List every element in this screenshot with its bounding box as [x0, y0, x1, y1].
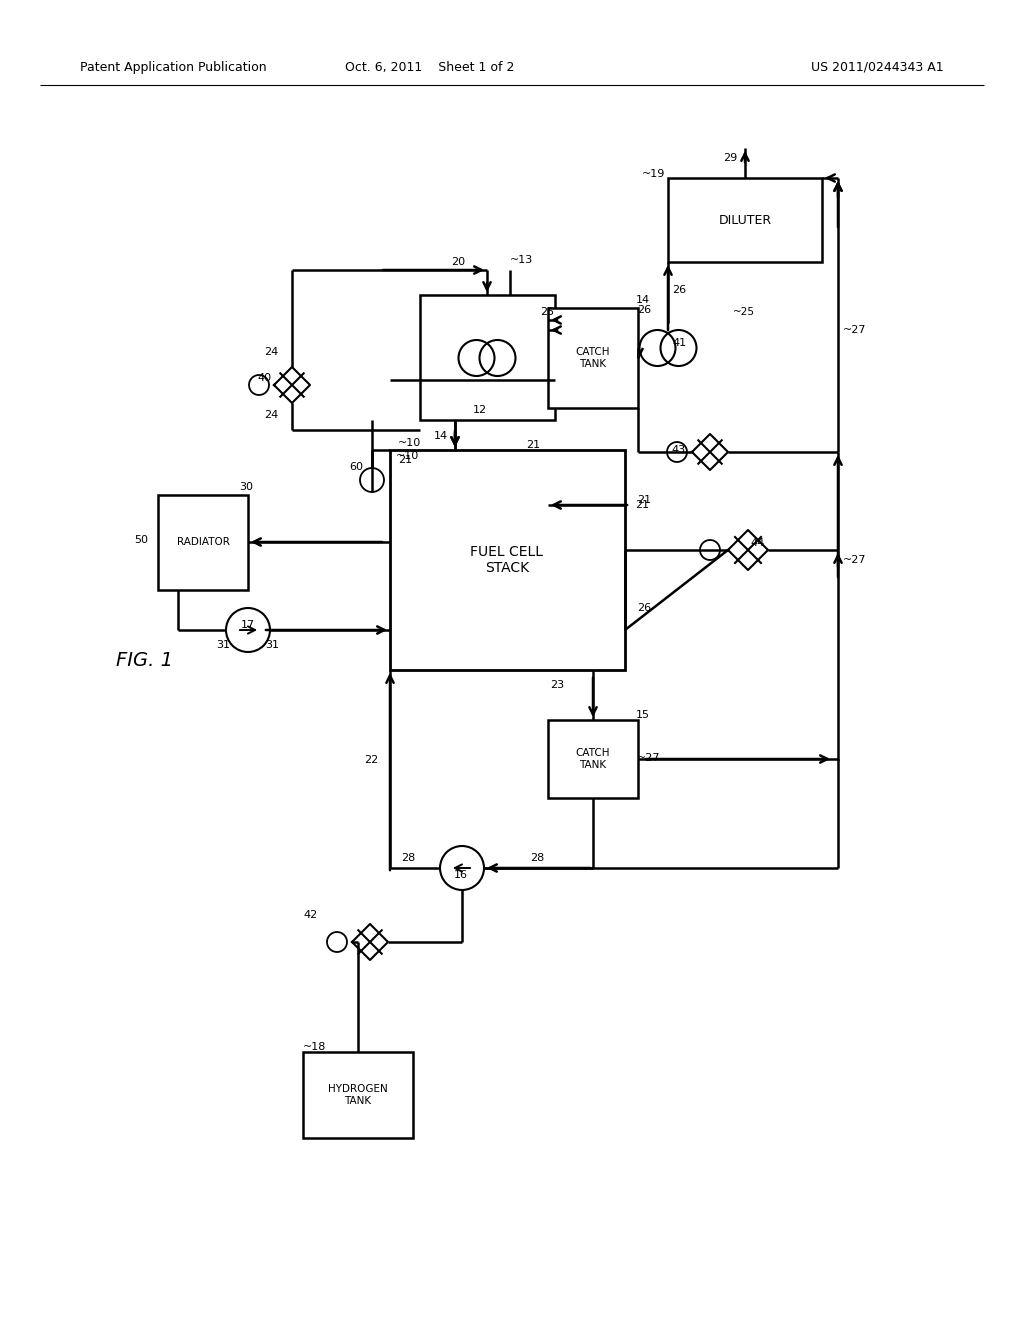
Text: 21: 21: [637, 495, 651, 506]
Text: 26: 26: [637, 603, 651, 612]
Text: ~27: ~27: [843, 325, 866, 335]
Text: 30: 30: [239, 482, 253, 492]
Text: ~27: ~27: [637, 752, 660, 763]
Text: HYDROGEN
TANK: HYDROGEN TANK: [328, 1084, 388, 1106]
Bar: [420, 294, 555, 420]
Text: 44: 44: [750, 539, 764, 548]
Text: CATCH
TANK: CATCH TANK: [575, 347, 610, 368]
Text: 25: 25: [540, 308, 554, 317]
Text: 40: 40: [258, 374, 272, 383]
Text: ~19: ~19: [642, 169, 665, 180]
Text: 16: 16: [454, 870, 468, 880]
Bar: [303, 1052, 413, 1138]
Text: 41: 41: [672, 338, 686, 348]
Text: 21: 21: [635, 500, 649, 510]
Text: 21: 21: [398, 455, 412, 465]
Text: 26: 26: [637, 305, 651, 315]
Bar: [548, 719, 638, 799]
Text: 24: 24: [264, 411, 278, 420]
Text: ~27: ~27: [843, 554, 866, 565]
Text: FUEL CELL
STACK: FUEL CELL STACK: [470, 545, 544, 576]
Text: 20: 20: [451, 257, 465, 267]
Bar: [668, 178, 822, 261]
Text: 29: 29: [723, 153, 737, 162]
Bar: [548, 308, 638, 408]
Text: RADIATOR: RADIATOR: [176, 537, 229, 546]
Text: 22: 22: [364, 755, 378, 766]
Text: FIG. 1: FIG. 1: [117, 651, 173, 669]
Bar: [390, 450, 625, 671]
Text: ~10: ~10: [398, 438, 421, 447]
Text: 14: 14: [636, 294, 650, 305]
Text: ~25: ~25: [733, 308, 755, 317]
Text: Oct. 6, 2011    Sheet 1 of 2: Oct. 6, 2011 Sheet 1 of 2: [345, 61, 515, 74]
Text: 14: 14: [434, 432, 449, 441]
Text: 28: 28: [530, 853, 544, 863]
Text: US 2011/0244343 A1: US 2011/0244343 A1: [811, 61, 944, 74]
Text: 31: 31: [265, 640, 279, 649]
Text: 42: 42: [303, 909, 317, 920]
Text: 15: 15: [636, 710, 650, 719]
Text: ~18: ~18: [303, 1041, 327, 1052]
Bar: [158, 495, 248, 590]
Text: DILUTER: DILUTER: [719, 214, 771, 227]
Text: 23: 23: [550, 680, 564, 690]
Text: 26: 26: [672, 285, 686, 294]
Text: 28: 28: [400, 853, 415, 863]
Text: 12: 12: [473, 405, 487, 414]
Text: 21: 21: [526, 440, 540, 450]
Text: Patent Application Publication: Patent Application Publication: [80, 61, 266, 74]
Text: 60: 60: [349, 462, 362, 473]
Text: 50: 50: [134, 535, 148, 545]
Text: 24: 24: [264, 347, 278, 356]
Text: ~13: ~13: [510, 255, 534, 265]
Text: 17: 17: [241, 620, 255, 630]
Text: 43: 43: [671, 445, 685, 455]
Text: CATCH
TANK: CATCH TANK: [575, 748, 610, 770]
Text: 31: 31: [216, 640, 230, 649]
Text: ~10: ~10: [396, 451, 419, 461]
